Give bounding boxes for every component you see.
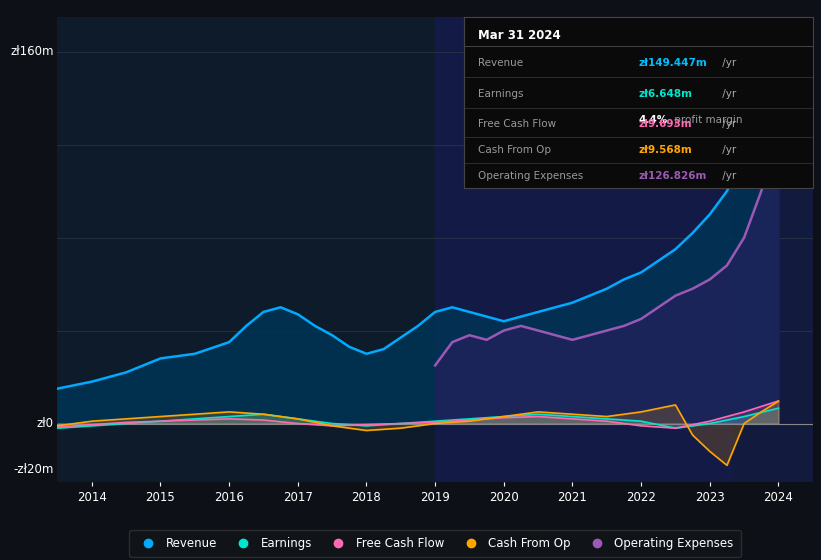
Text: /yr: /yr [718, 119, 736, 129]
Text: 4.4%: 4.4% [639, 115, 667, 125]
Text: -zł20m: -zł20m [13, 464, 53, 477]
Bar [731, 17, 813, 482]
Text: Revenue: Revenue [478, 58, 523, 68]
Text: Operating Expenses: Operating Expenses [478, 171, 583, 181]
Text: /yr: /yr [718, 171, 736, 181]
Text: /yr: /yr [718, 58, 736, 68]
Text: zł9.568m: zł9.568m [639, 145, 692, 155]
Text: zł126.826m: zł126.826m [639, 171, 707, 181]
Text: /yr: /yr [718, 88, 736, 99]
Text: Earnings: Earnings [478, 88, 523, 99]
Text: zł160m: zł160m [10, 45, 53, 58]
Text: zł0: zł0 [37, 417, 53, 430]
Text: Free Cash Flow: Free Cash Flow [478, 119, 556, 129]
Legend: Revenue, Earnings, Free Cash Flow, Cash From Op, Operating Expenses: Revenue, Earnings, Free Cash Flow, Cash … [130, 530, 741, 557]
Text: zł6.648m: zł6.648m [639, 88, 692, 99]
Text: zł149.447m: zł149.447m [639, 58, 707, 68]
Bar [435, 17, 731, 482]
Text: Cash From Op: Cash From Op [478, 145, 551, 155]
Text: profit margin: profit margin [672, 115, 743, 125]
Text: /yr: /yr [718, 145, 736, 155]
Text: Mar 31 2024: Mar 31 2024 [478, 29, 561, 42]
Text: zł9.693m: zł9.693m [639, 119, 692, 129]
